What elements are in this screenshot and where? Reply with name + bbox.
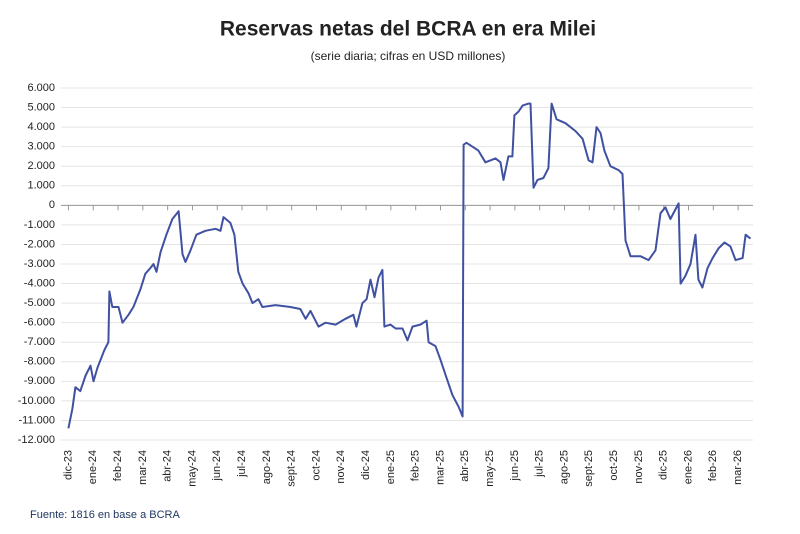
y-tick-label: 5.000 <box>27 101 55 113</box>
x-tick-label: abr-24 <box>162 450 174 482</box>
x-tick-label: ago-24 <box>261 450 273 484</box>
x-tick-label: mar-26 <box>732 450 744 485</box>
y-tick-label: -10.000 <box>18 395 55 407</box>
x-tick-label: sept-25 <box>583 450 595 487</box>
y-tick-label: 3.000 <box>27 141 55 153</box>
y-tick-label: -9.000 <box>24 375 55 387</box>
y-tick-label: -1.000 <box>24 219 55 231</box>
x-tick-label: sept-24 <box>286 450 298 487</box>
y-tick-label: -12.000 <box>18 434 55 446</box>
x-tick-label: jun-24 <box>211 450 223 482</box>
x-tick-label: may-25 <box>484 450 496 487</box>
y-tick-label: 6.000 <box>27 82 55 94</box>
x-tick-label: mar-24 <box>137 450 149 485</box>
y-tick-label: -2.000 <box>24 238 55 250</box>
x-tick-label: ene-26 <box>682 450 694 484</box>
source-note: Fuente: 1816 en base a BCRA <box>30 509 180 521</box>
y-tick-label: 4.000 <box>27 121 55 133</box>
y-tick-label: -11.000 <box>19 414 56 426</box>
y-tick-label: -6.000 <box>24 317 55 329</box>
y-tick-label: 0 <box>49 199 55 211</box>
x-tick-label: feb-25 <box>410 450 422 481</box>
x-tick-label: nov-25 <box>633 450 645 484</box>
x-tick-label: jul-25 <box>534 450 546 478</box>
y-tick-label: -5.000 <box>24 297 55 309</box>
x-tick-label: dic-25 <box>658 450 670 480</box>
x-tick-label: dic-23 <box>62 450 74 480</box>
x-tick-label: feb-24 <box>112 450 124 481</box>
chart-title: Reservas netas del BCRA en era Milei <box>220 18 596 41</box>
x-tick-label: feb-26 <box>707 450 719 481</box>
y-tick-label: -7.000 <box>24 336 55 348</box>
x-tick-label: ago-25 <box>558 450 570 484</box>
x-tick-label: ene-24 <box>87 450 99 484</box>
x-tick-label: mar-25 <box>434 450 446 485</box>
x-tick-label: ene-25 <box>385 450 397 484</box>
x-tick-label: jun-25 <box>509 450 521 482</box>
x-tick-label: abr-25 <box>459 450 471 482</box>
y-tick-label: 2.000 <box>27 160 55 172</box>
x-tick-label: may-24 <box>186 450 198 487</box>
x-tick-label: jul-24 <box>236 450 248 478</box>
data-line <box>67 102 752 429</box>
x-tick-label: dic-24 <box>360 450 372 480</box>
x-tick-label: oct-24 <box>310 450 322 481</box>
y-tick-label: 1.000 <box>27 180 55 192</box>
y-tick-label: -4.000 <box>24 277 55 289</box>
y-tick-label: -8.000 <box>24 356 55 368</box>
x-tick-label: nov-24 <box>335 450 347 484</box>
x-tick-label: oct-25 <box>608 450 620 481</box>
y-tick-label: -3.000 <box>24 258 55 270</box>
chart-subtitle: (serie diaria; cifras en USD millones) <box>311 49 506 63</box>
